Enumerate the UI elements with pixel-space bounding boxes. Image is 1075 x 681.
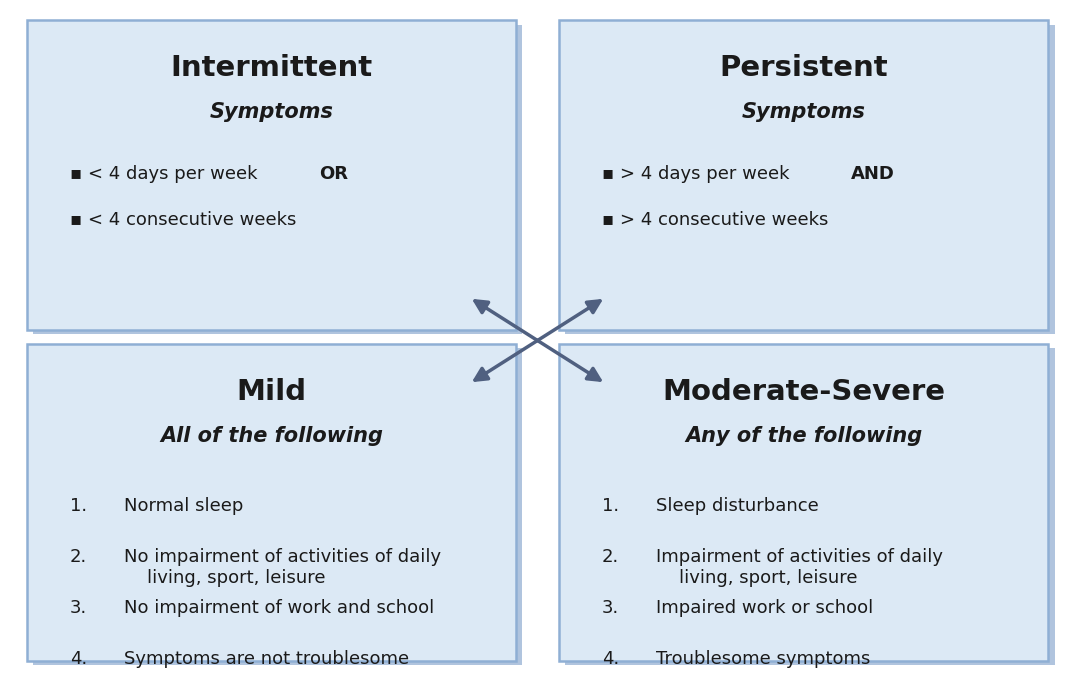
- Text: AND: AND: [851, 165, 895, 183]
- Text: Normal sleep: Normal sleep: [124, 497, 243, 515]
- Text: 3.: 3.: [602, 599, 619, 617]
- Text: Troublesome symptoms: Troublesome symptoms: [656, 650, 870, 668]
- Text: Impairment of activities of daily
    living, sport, leisure: Impairment of activities of daily living…: [656, 548, 943, 587]
- Text: 1.: 1.: [602, 497, 619, 515]
- Text: ▪ < 4 days per week: ▪ < 4 days per week: [70, 165, 263, 183]
- Text: Sleep disturbance: Sleep disturbance: [656, 497, 818, 515]
- FancyBboxPatch shape: [33, 25, 522, 334]
- Text: 2.: 2.: [70, 548, 87, 566]
- Text: ▪ < 4 consecutive weeks: ▪ < 4 consecutive weeks: [70, 211, 297, 229]
- FancyBboxPatch shape: [565, 348, 1055, 665]
- Text: 1.: 1.: [70, 497, 87, 515]
- FancyBboxPatch shape: [33, 348, 522, 665]
- FancyBboxPatch shape: [559, 20, 1048, 330]
- FancyBboxPatch shape: [565, 25, 1055, 334]
- Text: 4.: 4.: [602, 650, 619, 668]
- Text: 3.: 3.: [70, 599, 87, 617]
- Text: No impairment of activities of daily
    living, sport, leisure: No impairment of activities of daily liv…: [124, 548, 441, 587]
- Text: Mild: Mild: [236, 377, 306, 406]
- Text: Intermittent: Intermittent: [170, 54, 373, 82]
- FancyBboxPatch shape: [27, 344, 516, 661]
- FancyBboxPatch shape: [559, 344, 1048, 661]
- Text: 2.: 2.: [602, 548, 619, 566]
- Text: Impaired work or school: Impaired work or school: [656, 599, 873, 617]
- Text: Symptoms: Symptoms: [210, 102, 333, 123]
- Text: All of the following: All of the following: [160, 426, 383, 446]
- Text: OR: OR: [319, 165, 348, 183]
- Text: No impairment of work and school: No impairment of work and school: [124, 599, 434, 617]
- Text: 4.: 4.: [70, 650, 87, 668]
- Text: Moderate-Severe: Moderate-Severe: [662, 377, 945, 406]
- Text: ▪ > 4 consecutive weeks: ▪ > 4 consecutive weeks: [602, 211, 829, 229]
- Text: Symptoms are not troublesome: Symptoms are not troublesome: [124, 650, 408, 668]
- Text: Persistent: Persistent: [719, 54, 888, 82]
- Text: ▪ > 4 days per week: ▪ > 4 days per week: [602, 165, 796, 183]
- Text: Symptoms: Symptoms: [742, 102, 865, 123]
- Text: Any of the following: Any of the following: [685, 426, 922, 446]
- FancyBboxPatch shape: [27, 20, 516, 330]
